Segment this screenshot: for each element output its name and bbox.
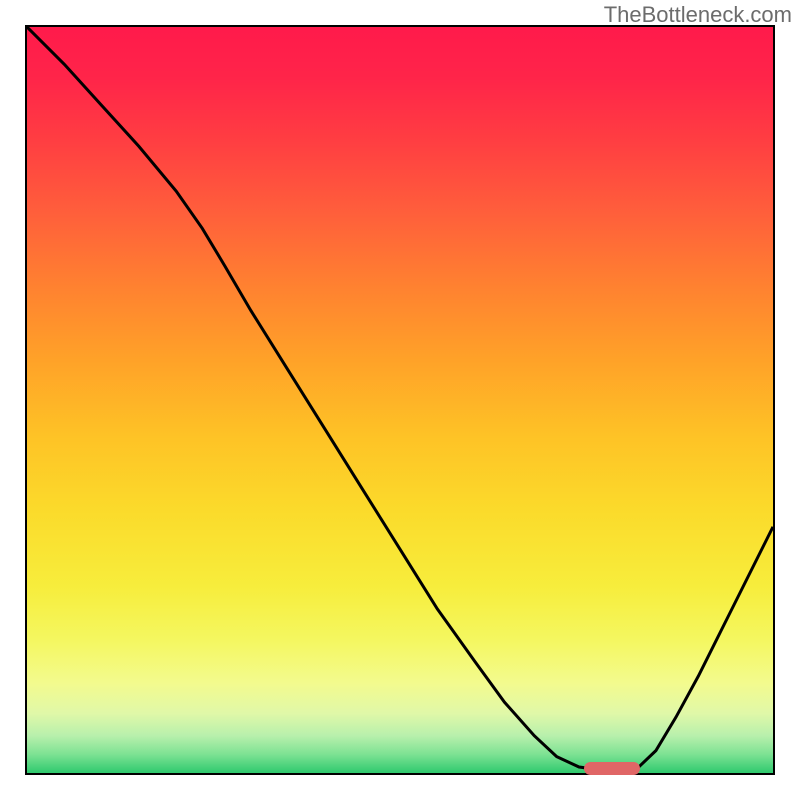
bottleneck-plot <box>25 25 775 775</box>
curve-line <box>27 27 773 773</box>
optimal-marker <box>584 762 640 775</box>
watermark-text: TheBottleneck.com <box>604 2 792 28</box>
